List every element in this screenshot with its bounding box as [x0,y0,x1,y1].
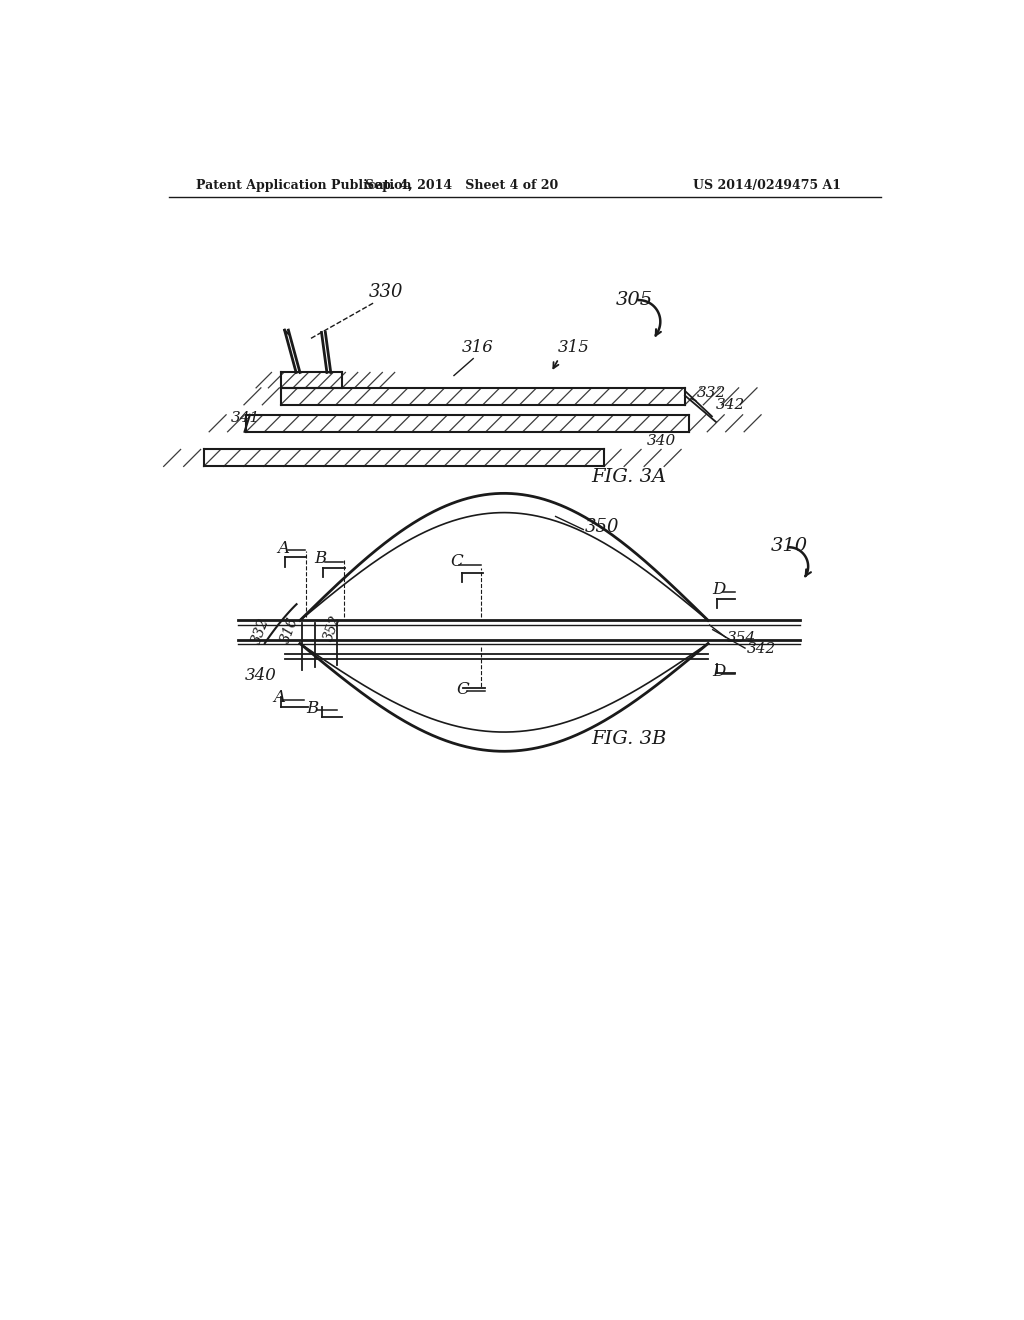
Text: D: D [712,581,725,598]
Text: US 2014/0249475 A1: US 2014/0249475 A1 [692,178,841,191]
Text: C: C [451,553,463,570]
Text: 332: 332 [250,616,272,647]
Text: 305: 305 [615,290,652,309]
Text: A: A [273,689,285,706]
Text: 340: 340 [245,668,276,685]
Text: FIG. 3A: FIG. 3A [591,467,667,486]
Text: 316: 316 [279,615,301,645]
Text: A: A [276,540,289,557]
Text: 342: 342 [716,399,745,412]
Text: 340: 340 [646,434,676,447]
Text: FIG. 3B: FIG. 3B [591,730,667,747]
Text: 332: 332 [696,387,726,400]
Text: Sep. 4, 2014   Sheet 4 of 20: Sep. 4, 2014 Sheet 4 of 20 [365,178,558,191]
Text: 315: 315 [558,339,590,356]
Text: 310: 310 [771,537,808,556]
Text: 354: 354 [727,631,757,645]
Text: B: B [306,700,318,717]
Text: C: C [457,681,469,697]
Text: 316: 316 [462,339,494,356]
Text: 341: 341 [230,411,260,425]
Text: 330: 330 [370,282,403,301]
Text: Patent Application Publication: Patent Application Publication [196,178,412,191]
Text: 352: 352 [322,614,344,643]
Text: 342: 342 [746,642,776,656]
Text: D: D [712,663,725,680]
Text: 350: 350 [585,517,620,536]
Text: B: B [313,550,326,568]
